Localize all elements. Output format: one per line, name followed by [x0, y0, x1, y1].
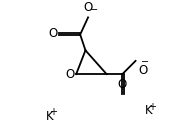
- Text: −: −: [90, 5, 98, 15]
- Text: O: O: [118, 78, 127, 91]
- Text: O: O: [84, 1, 93, 14]
- Text: +: +: [148, 102, 156, 112]
- Text: O: O: [49, 27, 58, 40]
- Text: O: O: [138, 64, 147, 77]
- Text: K: K: [46, 110, 54, 123]
- Text: K: K: [145, 104, 152, 117]
- Text: O: O: [66, 68, 75, 81]
- Text: −: −: [141, 57, 150, 67]
- Text: +: +: [49, 107, 57, 117]
